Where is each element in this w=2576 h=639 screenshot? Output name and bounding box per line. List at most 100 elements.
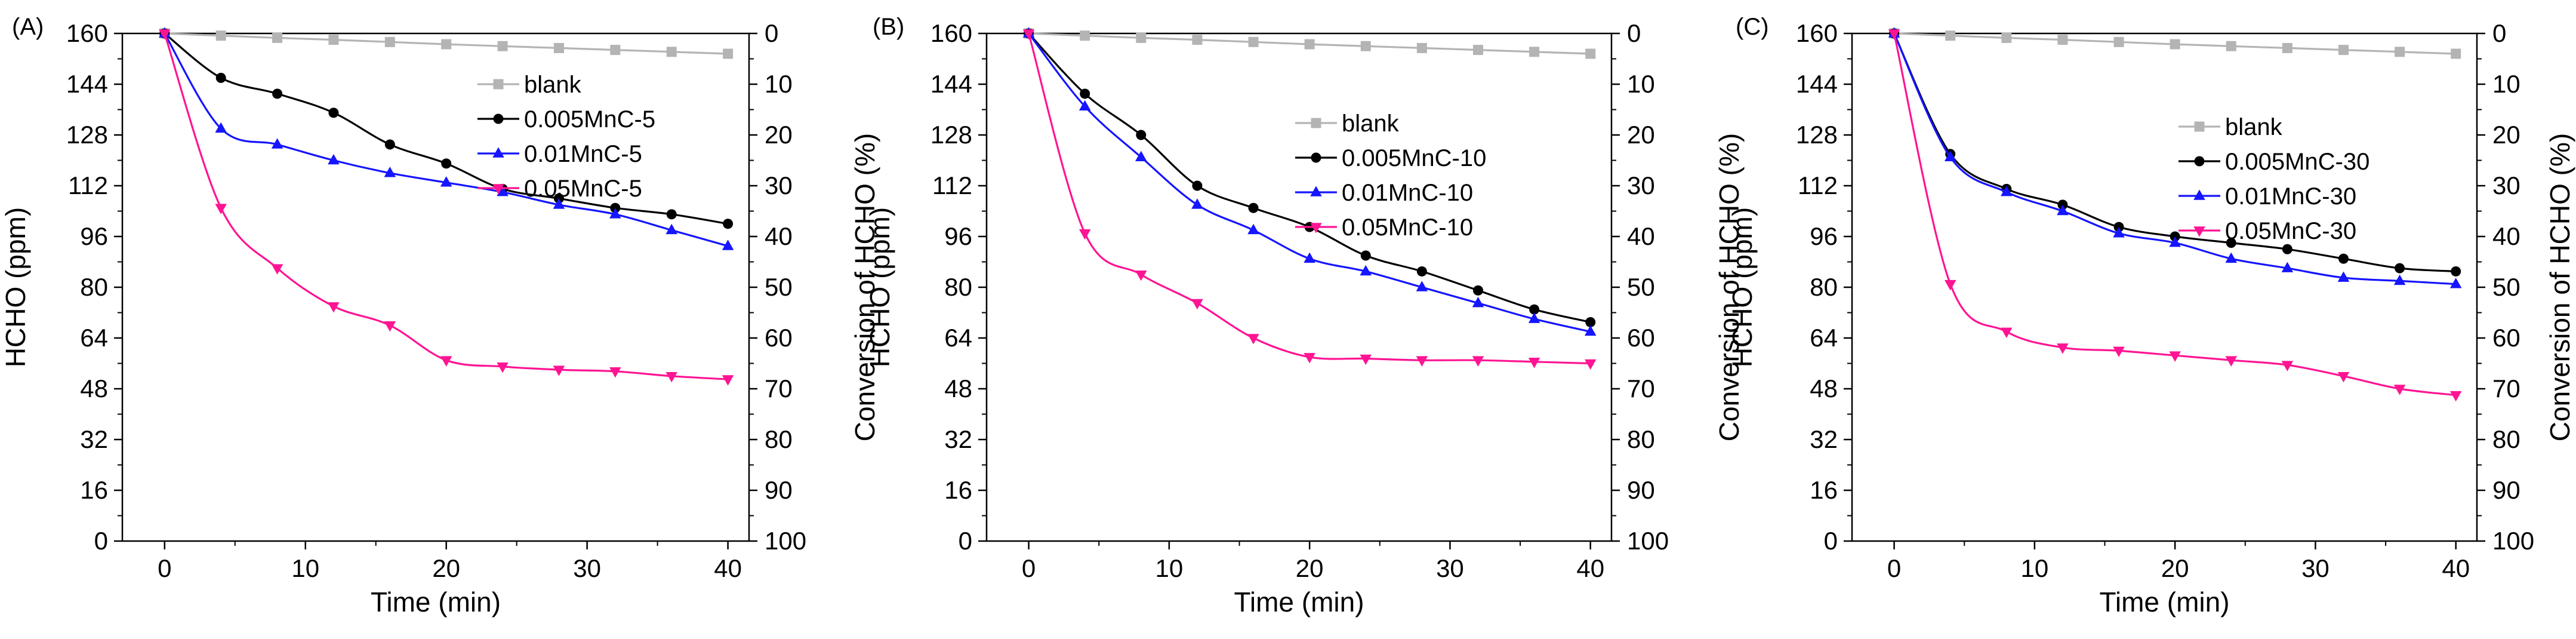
data-point (2057, 35, 2068, 45)
data-point (1945, 30, 1956, 41)
data-point (2281, 262, 2294, 272)
data-point (1191, 198, 1203, 209)
data-point (497, 186, 509, 196)
y-tick-label: 64 (80, 324, 108, 352)
data-point (610, 45, 621, 56)
data-point (440, 176, 452, 187)
data-point (2001, 32, 2012, 43)
data-point (2451, 266, 2461, 277)
y-tick-label: 96 (1810, 222, 1838, 250)
data-point (2451, 48, 2461, 59)
y2-tick-label: 20 (2492, 121, 2520, 149)
x-tick-label: 40 (714, 554, 742, 582)
y-tick-label: 80 (1810, 273, 1838, 301)
legend-swatch-marker (2193, 226, 2205, 237)
data-point (722, 239, 734, 250)
data-point (215, 30, 226, 41)
legend-swatch-marker (2194, 121, 2205, 132)
x-tick-label: 10 (1155, 554, 1184, 582)
x-tick-label: 30 (1436, 554, 1464, 582)
data-point (384, 36, 395, 47)
legend-label: 0.01MnC-30 (2225, 183, 2356, 210)
data-point (2001, 186, 2013, 196)
y2-tick-label: 100 (1627, 527, 1669, 555)
data-point (1080, 30, 1090, 41)
data-point (666, 209, 677, 220)
data-point (1584, 359, 1597, 370)
data-point (272, 88, 283, 99)
data-point (1135, 270, 1147, 281)
y-tick-label: 128 (1796, 121, 1838, 149)
x-tick-label: 20 (1296, 554, 1324, 582)
data-point (1528, 358, 1540, 368)
legend-label: blank (2225, 114, 2283, 140)
series-line (164, 33, 728, 380)
y2-tick-label: 0 (1627, 19, 1641, 47)
y2-tick-label: 60 (2492, 324, 2520, 352)
data-point (1360, 265, 1372, 276)
y-tick-label: 128 (930, 121, 972, 149)
data-point (271, 138, 284, 149)
y-tick-label: 16 (944, 476, 972, 504)
y-tick-label: 160 (930, 19, 972, 47)
series-line (1028, 33, 1591, 333)
data-point (1416, 281, 1428, 291)
y2-tick-label: 30 (765, 171, 793, 199)
data-point (1247, 334, 1259, 345)
x-tick-label: 30 (573, 554, 601, 582)
y2-tick-label: 70 (1627, 374, 1655, 403)
data-point (384, 167, 396, 177)
data-point (1585, 317, 1596, 327)
data-point (1079, 229, 1091, 240)
y2-tick-label: 20 (1627, 121, 1655, 149)
y2-tick-label: 50 (2492, 273, 2520, 301)
y-tick-label: 160 (1796, 19, 1838, 47)
y2-tick-label: 80 (2492, 425, 2520, 453)
y-tick-label: 96 (944, 222, 972, 250)
y-tick-label: 80 (944, 273, 972, 301)
data-point (1136, 130, 1147, 140)
legend-label: 0.05MnC-30 (2225, 218, 2356, 244)
y2-tick-label: 60 (765, 324, 793, 352)
panel-label: (B) (873, 14, 904, 40)
y-tick-label: 48 (1810, 374, 1838, 403)
data-point (2057, 204, 2069, 216)
x-tick-label: 40 (1576, 554, 1604, 582)
data-point (1079, 100, 1091, 110)
data-point (1304, 252, 1315, 263)
legend-swatch-marker (493, 113, 504, 124)
data-point (1529, 47, 1540, 57)
data-point (553, 365, 565, 376)
y-axis-title: HCHO (ppm) (1727, 207, 1758, 367)
y-tick-label: 144 (930, 70, 972, 98)
data-point (665, 371, 677, 383)
data-point (609, 208, 621, 219)
panel-c: 0 10 20 30 40 0 16 32 48 64 80 96 112 128 144 160 0 10 20 3… (1727, 14, 2575, 618)
y2-tick-label: 80 (1627, 425, 1655, 453)
y-tick-label: 48 (944, 374, 972, 403)
panel-label: (C) (1736, 14, 1769, 40)
data-point (328, 107, 339, 118)
data-point (2281, 361, 2294, 371)
y-tick-label: 32 (80, 425, 108, 453)
data-point (2113, 227, 2125, 238)
y-tick-label: 16 (1810, 476, 1838, 504)
series-line (1893, 33, 2456, 285)
y2-axis-title: Conversion of HCHO (%) (1714, 133, 1745, 441)
y2-tick-label: 70 (765, 374, 793, 403)
series-0.01MnC-30 (1888, 27, 2462, 288)
legend-swatch-marker (492, 184, 504, 195)
y2-tick-label: 60 (1627, 324, 1655, 352)
y-tick-label: 16 (80, 476, 108, 504)
data-point (1192, 35, 1203, 45)
x-tick-label: 20 (432, 554, 460, 582)
data-point (2226, 41, 2236, 51)
data-point (441, 39, 452, 50)
data-point (159, 29, 171, 40)
data-point (497, 362, 509, 373)
y-tick-label: 144 (66, 70, 108, 98)
data-point (1304, 353, 1315, 364)
data-point (384, 139, 395, 150)
y2-tick-label: 40 (765, 222, 793, 250)
